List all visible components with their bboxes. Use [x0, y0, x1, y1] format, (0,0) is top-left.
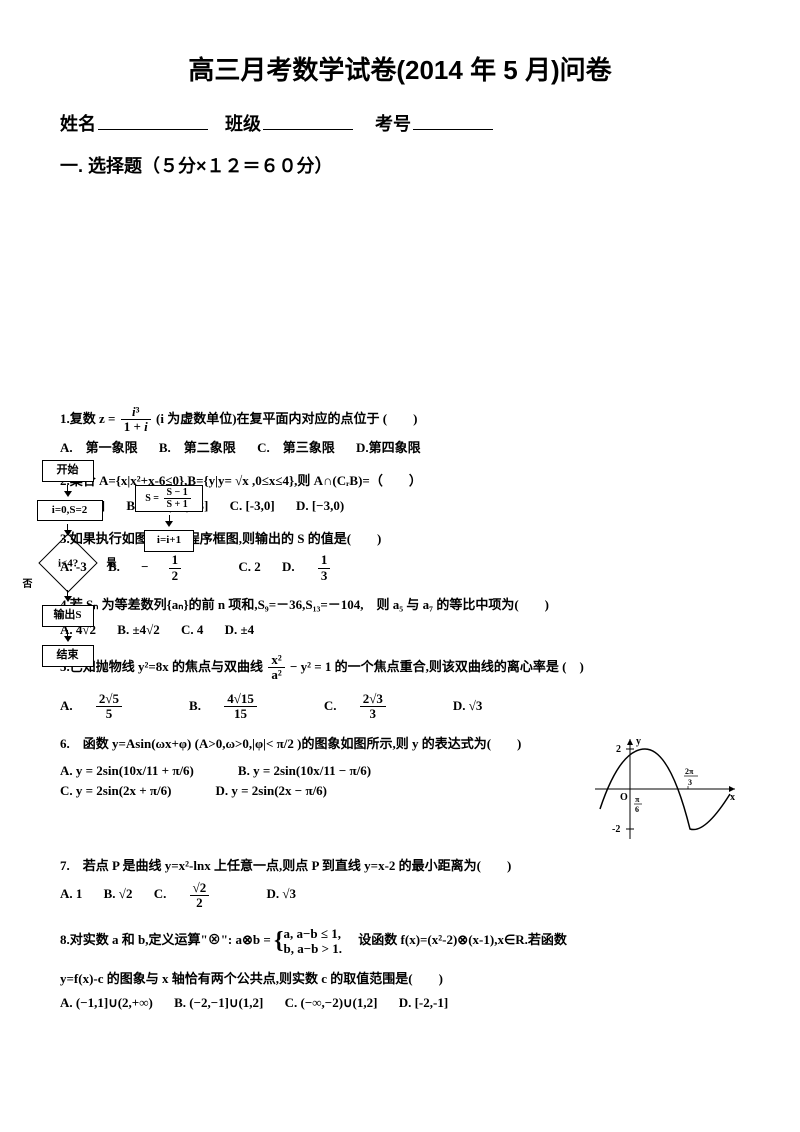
- svg-text:-2: -2: [612, 824, 620, 835]
- label-name: 姓名: [60, 114, 96, 134]
- q1-A: A. 第一象限: [60, 440, 138, 455]
- q8-A: A. (−1,1]∪(2,+∞): [60, 995, 153, 1010]
- q3-C: C. 2: [238, 559, 260, 574]
- svg-text:2: 2: [616, 744, 621, 755]
- q4-D: D. ±4: [225, 622, 255, 637]
- question-8: 8.对实数 a 和 b,定义运算"⊗": a⊗b = { a, a−b ≤ 1,…: [60, 922, 740, 1014]
- student-meta: 姓名 班级 考号: [60, 110, 740, 139]
- exam-title: 高三月考数学试卷(2014 年 5 月)问卷: [60, 50, 740, 92]
- q8-D: D. [-2,-1]: [399, 995, 448, 1010]
- label-id: 考号: [375, 114, 411, 134]
- sine-graph: y x O 2 -2 π 6 2π 3: [590, 734, 740, 844]
- q5-A: A. 2√55: [60, 698, 158, 713]
- q2-C: C. [-3,0]: [230, 498, 275, 513]
- q8-C: C. (−∞,−2)∪(1,2]: [285, 995, 378, 1010]
- question-4: 4.若 Sₙ 为等差数列{aₙ}的前 n 项和,S₉=－36,S₁₃=－104,…: [60, 595, 740, 641]
- svg-text:2π: 2π: [685, 767, 694, 776]
- svg-text:π: π: [635, 795, 640, 804]
- svg-text:y: y: [636, 736, 641, 747]
- q6-D: D. y = 2sin(2x − π/6): [216, 783, 328, 798]
- q1-C: C. 第三象限: [257, 440, 335, 455]
- question-5: 5.已知抛物线 y²=8x 的焦点与双曲线 x²a² − y² = 1 的一个焦…: [60, 653, 740, 722]
- q5-D: D. √3: [453, 698, 483, 713]
- question-6: y x O 2 -2 π 6 2π 3 6. 函数 y=Asin(ωx+φ) (…: [60, 734, 740, 844]
- flowchart: 开始 i=0,S=2 i<4? 否 是 输出S 结束 S = S − 1S + …: [0, 460, 135, 666]
- flow-end: 结束: [42, 645, 94, 667]
- q6-C: C. y = 2sin(2x + π/6): [60, 783, 172, 798]
- svg-text:3: 3: [688, 778, 692, 787]
- svg-text:O: O: [620, 792, 628, 803]
- question-1: 1.复数 z = i³1 + i (i 为虚数单位)在复平面内对应的点位于 ( …: [60, 405, 740, 459]
- blank-class[interactable]: [263, 113, 353, 130]
- q5-B: B. 4√1515: [189, 698, 293, 713]
- section-1-heading: 一. 选择题（５分×１２＝６０分）: [60, 152, 740, 181]
- svg-text:x: x: [730, 792, 735, 803]
- svg-text:6: 6: [635, 805, 639, 814]
- q7-B: B. √2: [104, 886, 133, 901]
- flow-init: i=0,S=2: [37, 500, 103, 522]
- q2-D: D. [−3,0): [296, 498, 344, 513]
- q1-D: D.第四象限: [356, 440, 421, 455]
- flow-start: 开始: [42, 460, 94, 482]
- flow-cond: i<4?: [38, 534, 97, 593]
- flow-yes-label: 是: [107, 556, 117, 572]
- q5-C: C. 2√33: [324, 698, 422, 713]
- flow-inc: i=i+1: [144, 530, 194, 552]
- flow-no-label: 否: [23, 577, 33, 593]
- question-7: 7. 若点 P 是曲线 y=x²-lnx 上任意一点,则点 P 到直线 y=x-…: [60, 856, 740, 910]
- label-class: 班级: [225, 114, 261, 134]
- blank-id[interactable]: [413, 113, 493, 130]
- q1-B: B. 第二象限: [159, 440, 236, 455]
- blank-name[interactable]: [98, 113, 208, 130]
- q6-A: A. y = 2sin(10x/11 + π/6): [60, 763, 194, 778]
- q4-C: C. 4: [181, 622, 203, 637]
- q8-B: B. (−2,−1]∪(1,2]: [174, 995, 263, 1010]
- q7-C: C. √22: [154, 886, 246, 901]
- q7-A: A. 1: [60, 886, 82, 901]
- q6-B: B. y = 2sin(10x/11 − π/6): [238, 763, 371, 778]
- flow-out: 输出S: [42, 605, 94, 627]
- q3-D: D. 13: [282, 559, 366, 574]
- q7-D: D. √3: [266, 886, 296, 901]
- flow-update: S = S − 1S + 1: [135, 485, 203, 512]
